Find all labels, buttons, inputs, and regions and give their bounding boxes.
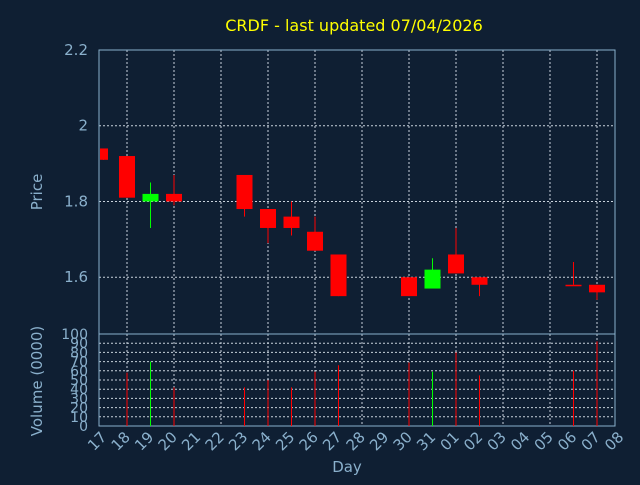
day-tick-label: 31 [413,428,439,454]
day-tick-label: 04 [507,428,533,454]
price-grid [99,49,615,334]
day-tick-label: 06 [554,428,580,454]
volume-tick-label: 90 [70,336,88,352]
candle [142,182,159,228]
day-tick-label: 28 [343,428,369,454]
volume-tick-label: 0 [79,419,88,435]
candle [260,209,276,244]
volume-tick-label: 60 [70,364,88,380]
day-tick-label: 24 [249,428,275,454]
price-panel-frame [98,49,616,335]
day-tick-label: 07 [578,428,604,454]
day-tick-label: 26 [296,428,322,454]
candle [236,174,253,217]
volume-tick-label: 30 [70,391,88,407]
candle [401,277,417,297]
candle [166,174,182,206]
candle-body [119,156,135,198]
candle-body [471,277,488,285]
day-axis-label: Day [332,458,362,476]
day-tick-label: 20 [155,428,181,454]
volume-tick-label: 20 [70,401,88,417]
day-tick-label: 01 [437,428,463,454]
price-tick-label: 2.2 [64,41,88,59]
candle [330,254,347,297]
candle [119,156,135,198]
candle-body [424,269,441,289]
candle [307,216,323,251]
volume-axis-label: Volume (0000) [28,326,46,436]
candle-body [100,148,108,160]
day-tick-label: 18 [108,428,134,454]
day-tick-label: 23 [225,428,251,454]
day-tick-label: 30 [390,428,416,454]
chart-title: CRDF - last updated 07/04/2026 [225,16,483,35]
day-tick-label: 08 [601,428,627,454]
price-tick-label: 1.6 [64,268,88,286]
volume-panel-frame [98,333,616,427]
candle-body [565,284,582,287]
day-axis: 1718192021222324252627282930310102030405… [84,428,627,454]
price-axis: 1.6 1.8 2 2.2 [64,41,88,286]
day-tick-label: 19 [131,428,157,454]
candle-body [448,254,464,274]
price-tick-label: 2 [78,117,88,135]
volume-tick-label: 70 [70,355,88,371]
day-tick-label: 17 [84,428,110,454]
volume-tick-label: 40 [70,382,88,398]
candle-body [589,284,605,293]
day-tick-label: 27 [319,428,345,454]
candle [283,201,300,236]
day-tick-label: 03 [484,428,510,454]
candle [471,277,488,297]
volume-tick-label: 50 [70,373,88,389]
candle-body [166,193,182,202]
day-tick-label: 05 [531,428,557,454]
candle-body [260,209,276,228]
candle-body [401,277,417,297]
candle-body [330,254,347,297]
day-tick-label: 25 [272,428,298,454]
volume-grid [99,333,615,427]
candle [448,227,464,274]
volume-bars [126,341,598,426]
day-tick-label: 22 [202,428,228,454]
volume-tick-label: 80 [70,345,88,361]
candle [565,262,582,287]
candle-body [236,174,253,210]
candles [100,148,605,300]
day-tick-label: 21 [178,428,204,454]
candle-body [283,216,300,228]
candle [589,284,605,300]
price-tick-label: 1.8 [64,192,88,210]
day-tick-label: 29 [366,428,392,454]
candle-body [142,193,159,202]
candle-body [307,231,323,251]
candle [424,258,441,289]
day-tick-label: 02 [460,428,486,454]
price-axis-label: Price [28,174,46,211]
volume-tick-label: 100 [61,327,88,343]
volume-tick-label: 10 [70,410,88,426]
candle [100,148,108,160]
